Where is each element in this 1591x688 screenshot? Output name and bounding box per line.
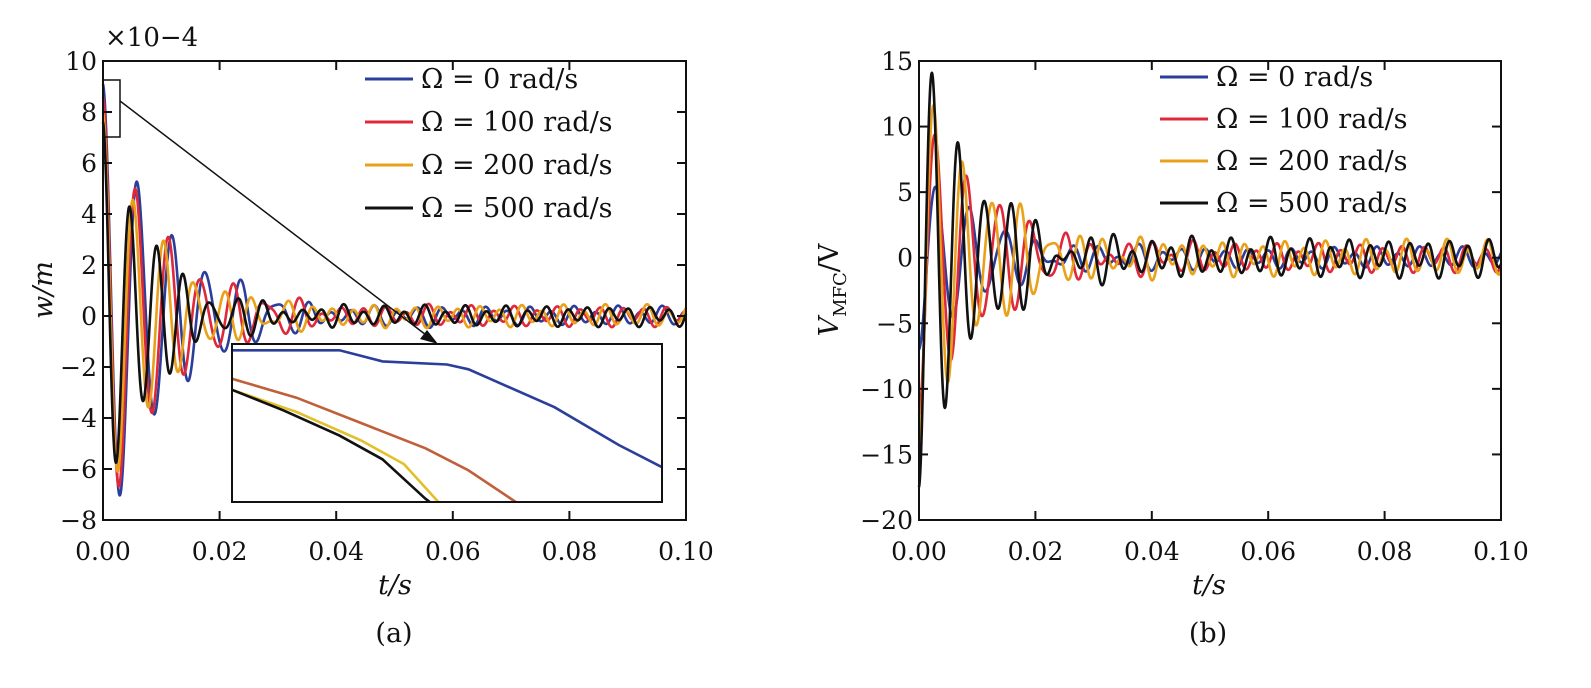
panel-b-series-line bbox=[917, 185, 1503, 351]
panel-a-frame bbox=[102, 60, 687, 521]
panel-a-y-tick-label: −2 bbox=[60, 353, 97, 382]
panel-b-series-layer bbox=[917, 71, 1503, 488]
panel-a-y-tick-label: 8 bbox=[81, 98, 97, 127]
panel-a-inset-line bbox=[231, 388, 431, 504]
panel-a-legend-label: Ω = 200 rad/s bbox=[421, 150, 613, 181]
panel-b-y-tick-label: 10 bbox=[881, 113, 913, 142]
panel-a-x-tick-label: 0.04 bbox=[308, 537, 364, 566]
panel-a-y-tick-label: 2 bbox=[81, 251, 97, 280]
panel-b-y-tick-label: −10 bbox=[860, 375, 913, 404]
panel-b-y-label-symbol: V bbox=[814, 314, 845, 336]
panel-a-y-multiplier: ×10−4 bbox=[105, 23, 198, 53]
panel-b-caption: (b) bbox=[1189, 618, 1227, 649]
panel-b-legend-label: Ω = 500 rad/s bbox=[1216, 188, 1408, 219]
panel-b-series-line bbox=[917, 104, 1503, 449]
panel-b-y-tick-label: 5 bbox=[897, 178, 913, 207]
panel-a-inset-frame bbox=[231, 343, 663, 503]
panel-a-x-tick-label: 0.06 bbox=[425, 537, 481, 566]
panel-b-legend-label: Ω = 100 rad/s bbox=[1216, 104, 1408, 135]
panel-b-legend-label: Ω = 200 rad/s bbox=[1216, 146, 1408, 177]
panel-a-zoom-arrowhead bbox=[420, 330, 438, 344]
panel-b-x-tick-label: 0.02 bbox=[1008, 537, 1064, 566]
panel-b-series-line bbox=[917, 133, 1503, 416]
panel-a-legend: Ω = 0 rad/s Ω = 100 rad/s Ω = 200 rad/s Ω =… bbox=[365, 64, 613, 224]
panel-a-inset-lines bbox=[231, 349, 663, 504]
panel-a: 0.00 0.02 0.04 0.06 0.08 0.10−8−6−4−20246810 … bbox=[28, 23, 714, 649]
panel-b-y-label-unit: /V bbox=[814, 243, 845, 272]
panel-b-y-tick-label: −5 bbox=[876, 309, 913, 338]
panel-a-inset-line bbox=[231, 388, 440, 503]
panel-a-y-tick-label: 6 bbox=[81, 149, 97, 178]
panel-a-y-tick-label: −8 bbox=[60, 506, 97, 535]
panel-a-y-label: w/m bbox=[28, 261, 59, 319]
panel-b-frame bbox=[918, 60, 1502, 521]
panel-a-y-tick-label: 10 bbox=[65, 47, 97, 76]
panel-b-series-line bbox=[917, 71, 1503, 488]
panel-b-y-label: VMFC/V bbox=[814, 243, 851, 336]
panel-a-zoom-arrow bbox=[119, 100, 431, 339]
panel-a-inset bbox=[231, 343, 663, 504]
panel-b-y-tick-label: −20 bbox=[860, 506, 913, 535]
panel-a-zoom-box bbox=[102, 79, 121, 138]
panel-a-x-tick-label: 0.02 bbox=[192, 537, 248, 566]
panel-a-legend-label: Ω = 500 rad/s bbox=[421, 193, 613, 224]
panel-a-x-tick-label: 0.08 bbox=[542, 537, 598, 566]
panel-b-x-tick-label: 0.10 bbox=[1473, 537, 1529, 566]
panel-a-y-tick-label: 4 bbox=[81, 200, 97, 229]
panel-b-y-tick-label: 15 bbox=[881, 47, 913, 76]
panel-b-x-tick-label: 0.08 bbox=[1357, 537, 1413, 566]
panel-b-x-tick-label: 0.04 bbox=[1124, 537, 1180, 566]
panel-b-y-tick-label: −15 bbox=[860, 440, 913, 469]
panel-a-series-line bbox=[101, 121, 688, 464]
panel-b-y-tick-label: 0 bbox=[897, 244, 913, 273]
panel-b-axis-ticks: 0.00 0.02 0.04 0.06 0.08 0.10 −20 −15 −10 −5 0 5 10 1… bbox=[860, 47, 1529, 566]
panel-b: 0.00 0.02 0.04 0.06 0.08 0.10 −20 −15 −10 −5 0 5 10 1… bbox=[814, 47, 1529, 649]
panel-a-x-tick-label: 0.00 bbox=[75, 537, 131, 566]
panel-b-legend: Ω = 0 rad/s Ω = 100 rad/s Ω = 200 rad/s Ω =… bbox=[1160, 62, 1408, 219]
panel-a-y-tick-label: 0 bbox=[81, 302, 97, 331]
panel-a-y-tick-label: −4 bbox=[60, 404, 97, 433]
panel-a-legend-label: Ω = 100 rad/s bbox=[421, 107, 613, 138]
panel-a-x-label: t/s bbox=[378, 570, 412, 601]
panel-a-caption: (a) bbox=[375, 618, 412, 649]
panel-b-x-tick-label: 0.00 bbox=[891, 537, 947, 566]
panel-b-x-label: t/s bbox=[1192, 570, 1226, 601]
panel-b-legend-label: Ω = 0 rad/s bbox=[1216, 62, 1373, 93]
panel-a-x-tick-label: 0.10 bbox=[658, 537, 714, 566]
panel-a-inset-line bbox=[231, 377, 517, 504]
panel-b-y-label-subscript: MFC bbox=[830, 272, 851, 317]
panel-a-legend-label: Ω = 0 rad/s bbox=[421, 64, 578, 95]
panel-a-inset-background bbox=[232, 344, 662, 502]
panel-a-y-tick-label: −6 bbox=[60, 455, 97, 484]
panel-a-axis-ticks: 0.00 0.02 0.04 0.06 0.08 0.10 −8 −6 −4 −2 0 2 4 6 8 10 bbox=[60, 47, 714, 566]
panel-a-inset-line bbox=[232, 349, 663, 469]
panel-b-x-tick-label: 0.06 bbox=[1240, 537, 1296, 566]
